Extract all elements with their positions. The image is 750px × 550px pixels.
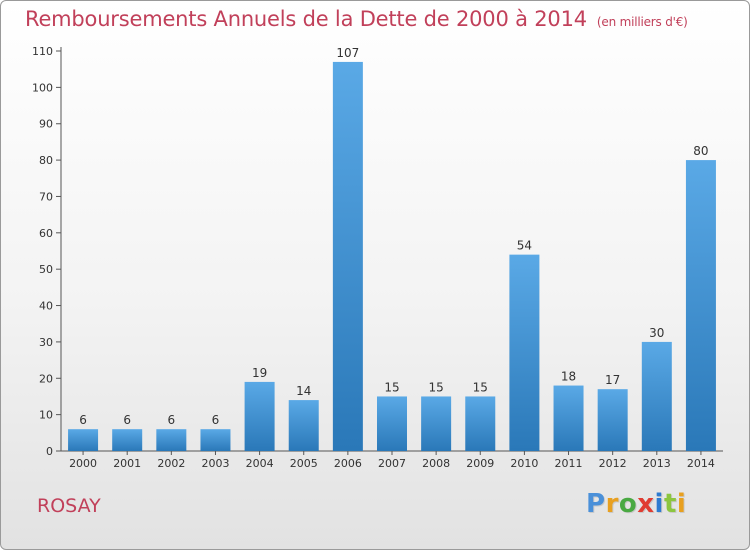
brand-letter: r bbox=[605, 489, 619, 519]
bar-value-label: 15 bbox=[384, 380, 399, 394]
bar bbox=[288, 400, 319, 451]
x-tick-label: 2006 bbox=[334, 457, 362, 470]
chart-unit: (en milliers d'€) bbox=[596, 15, 688, 29]
brand-logo: Proxiti bbox=[586, 489, 686, 519]
bar-labels: 6 6 6 6 19 14 107 15 15 15 54 18 17 30 80 bbox=[79, 46, 708, 427]
x-tick-label: 2011 bbox=[555, 457, 583, 470]
commune-name: ROSAY bbox=[37, 495, 101, 517]
bar bbox=[156, 429, 187, 451]
y-tick-label: 20 bbox=[39, 372, 53, 385]
bar-value-label: 6 bbox=[79, 413, 87, 427]
x-tick-label: 2004 bbox=[246, 457, 274, 470]
bar-value-label: 80 bbox=[693, 144, 708, 158]
y-tick-label: 110 bbox=[32, 45, 53, 58]
bar bbox=[377, 396, 407, 451]
brand-letter: t bbox=[663, 489, 677, 519]
brand-letter: P bbox=[586, 489, 606, 519]
bar bbox=[200, 429, 231, 451]
x-tick-label: 2012 bbox=[599, 457, 627, 470]
x-tick-label: 2013 bbox=[643, 457, 671, 470]
bar bbox=[68, 429, 99, 451]
chart-title-text: Remboursements Annuels de la Dette de 20… bbox=[25, 7, 587, 31]
bar-value-label: 30 bbox=[649, 326, 664, 340]
y-tick-label: 100 bbox=[32, 81, 53, 94]
y-tick-label: 0 bbox=[46, 445, 53, 458]
chart-title: Remboursements Annuels de la Dette de 20… bbox=[25, 7, 688, 31]
bar bbox=[332, 61, 363, 452]
y-tick-label: 60 bbox=[39, 227, 53, 240]
y-tick-label: 80 bbox=[39, 154, 53, 167]
bar-value-label: 54 bbox=[517, 239, 532, 253]
x-tick-label: 2009 bbox=[466, 457, 494, 470]
x-tick-label: 2002 bbox=[157, 457, 185, 470]
y-tick-label: 90 bbox=[39, 118, 53, 131]
bar bbox=[597, 389, 628, 451]
y-tick-label: 30 bbox=[39, 336, 53, 349]
bar-value-label: 15 bbox=[428, 380, 443, 394]
y-axis: 0 10 20 30 40 50 60 70 80 90 100 110 bbox=[32, 45, 62, 458]
y-tick-label: 40 bbox=[39, 300, 53, 313]
bar-value-label: 15 bbox=[473, 380, 488, 394]
x-tick-label: 2005 bbox=[290, 457, 318, 470]
bar bbox=[244, 381, 275, 451]
bar-value-label: 14 bbox=[296, 384, 311, 398]
x-tick-label: 2014 bbox=[687, 457, 715, 470]
bar-value-label: 107 bbox=[336, 46, 359, 60]
y-tick-label: 70 bbox=[39, 190, 53, 203]
brand-letter: i bbox=[676, 489, 687, 519]
x-axis: 2000 2001 2002 2003 2004 2005 2006 2007 2008 2009… bbox=[61, 450, 723, 470]
bar-value-label: 6 bbox=[123, 413, 131, 427]
y-tick-label: 50 bbox=[39, 263, 53, 276]
bar-value-label: 19 bbox=[252, 366, 267, 380]
bar bbox=[553, 385, 584, 451]
bar-value-label: 18 bbox=[561, 370, 576, 384]
brand-letter: i bbox=[654, 489, 664, 519]
bar bbox=[641, 341, 672, 451]
bar bbox=[465, 396, 496, 451]
bar bbox=[421, 396, 452, 451]
bar bbox=[685, 160, 716, 451]
x-tick-label: 2010 bbox=[510, 457, 538, 470]
brand-letter: o bbox=[618, 489, 638, 519]
bars bbox=[68, 61, 716, 452]
bar bbox=[112, 429, 143, 451]
x-tick-label: 2007 bbox=[378, 457, 406, 470]
y-tick-label: 10 bbox=[39, 409, 53, 422]
x-tick-label: 2008 bbox=[422, 457, 450, 470]
x-tick-label: 2003 bbox=[201, 457, 229, 470]
bar-value-label: 17 bbox=[605, 373, 620, 387]
x-tick-label: 2000 bbox=[69, 457, 97, 470]
bar-value-label: 6 bbox=[168, 413, 176, 427]
brand-letter: x bbox=[637, 489, 655, 519]
bar-value-label: 6 bbox=[212, 413, 220, 427]
bar bbox=[509, 254, 540, 451]
x-tick-label: 2001 bbox=[113, 457, 141, 470]
